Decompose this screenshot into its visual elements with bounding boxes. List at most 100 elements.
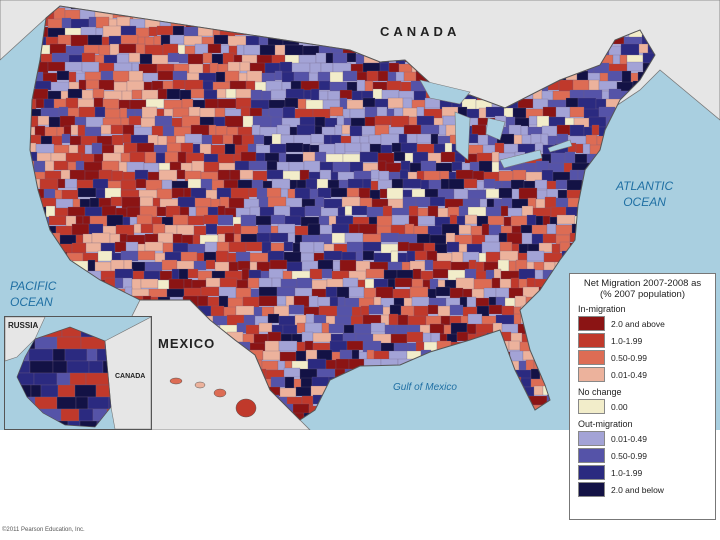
county-cell bbox=[346, 187, 360, 198]
legend-heading: In-migration bbox=[578, 304, 626, 314]
county-cell bbox=[443, 324, 452, 336]
county-cell bbox=[664, 82, 674, 92]
county-cell bbox=[143, 81, 153, 92]
county-cell bbox=[287, 188, 296, 200]
county-cell bbox=[403, 71, 417, 82]
county-cell bbox=[400, 81, 412, 93]
county-cell bbox=[172, 233, 183, 244]
county-cell bbox=[534, 179, 548, 190]
county-cell bbox=[657, 225, 670, 237]
county-cell bbox=[214, 261, 230, 273]
county-cell bbox=[313, 314, 327, 325]
county-cell bbox=[270, 214, 286, 225]
county-cell bbox=[386, 187, 404, 201]
legend-swatch bbox=[578, 350, 605, 365]
county-cell bbox=[498, 170, 514, 182]
county-cell bbox=[546, 188, 559, 199]
county-cell bbox=[318, 305, 338, 317]
county-cell bbox=[346, 395, 356, 406]
county-cell bbox=[645, 216, 655, 227]
county-cell bbox=[403, 297, 413, 308]
county-cell bbox=[176, 224, 195, 236]
county-cell bbox=[323, 250, 343, 261]
county-cell bbox=[307, 223, 321, 237]
county-cell bbox=[620, 43, 640, 56]
alaska-cell bbox=[60, 408, 80, 422]
county-cell bbox=[429, 359, 449, 373]
county-cell bbox=[282, 324, 298, 335]
county-cell bbox=[438, 422, 449, 430]
county-cell bbox=[217, 214, 234, 226]
county-cell bbox=[659, 154, 669, 163]
county-cell bbox=[351, 306, 362, 318]
county-cell bbox=[224, 232, 235, 244]
county-cell bbox=[232, 134, 243, 146]
county-cell bbox=[626, 151, 640, 163]
county-cell bbox=[378, 170, 390, 182]
county-cell bbox=[166, 88, 181, 100]
county-cell bbox=[512, 107, 527, 119]
county-cell bbox=[542, 424, 553, 430]
county-cell bbox=[362, 97, 376, 108]
county-cell bbox=[194, 197, 212, 208]
county-cell bbox=[341, 196, 361, 208]
county-cell bbox=[387, 97, 404, 109]
county-cell bbox=[542, 233, 557, 244]
county-cell bbox=[631, 106, 650, 118]
county-cell bbox=[178, 268, 189, 281]
county-cell bbox=[314, 125, 323, 136]
county-cell bbox=[279, 387, 297, 398]
county-cell bbox=[303, 412, 323, 420]
county-cell bbox=[500, 205, 509, 217]
county-cell bbox=[70, 124, 79, 136]
county-cell bbox=[102, 25, 122, 38]
map-legend: Net Migration 2007-2008 as (% 2007 popul… bbox=[569, 273, 716, 520]
county-cell bbox=[395, 403, 413, 417]
legend-heading: No change bbox=[578, 387, 622, 397]
county-cell bbox=[157, 232, 174, 244]
county-cell bbox=[389, 304, 402, 316]
county-cell bbox=[598, 80, 618, 91]
county-cell bbox=[483, 178, 496, 189]
county-cell bbox=[662, 118, 680, 129]
county-cell bbox=[109, 233, 121, 244]
county-cell bbox=[375, 403, 386, 416]
county-cell bbox=[144, 261, 163, 272]
county-cell bbox=[180, 142, 194, 154]
county-cell bbox=[249, 252, 269, 263]
county-cell bbox=[48, 215, 67, 226]
legend-label: 1.0-1.99 bbox=[611, 335, 643, 346]
county-cell bbox=[383, 368, 392, 382]
county-cell bbox=[30, 214, 36, 228]
county-cell bbox=[317, 71, 331, 82]
county-cell bbox=[593, 242, 613, 254]
alaska-cell bbox=[74, 384, 97, 398]
county-cell bbox=[336, 404, 348, 418]
county-cell bbox=[608, 161, 628, 172]
county-cell bbox=[352, 377, 370, 388]
county-cell bbox=[360, 142, 371, 153]
county-cell bbox=[397, 314, 409, 326]
county-cell bbox=[360, 305, 370, 317]
county-cell bbox=[516, 404, 533, 418]
county-cell bbox=[348, 286, 365, 298]
county-cell bbox=[541, 295, 560, 308]
county-cell bbox=[61, 133, 71, 144]
county-cell bbox=[354, 395, 366, 408]
county-cell bbox=[304, 205, 322, 217]
county-cell bbox=[486, 332, 495, 345]
legend-label: 0.01-0.49 bbox=[611, 369, 647, 380]
county-cell bbox=[416, 422, 426, 430]
county-cell bbox=[107, 288, 126, 300]
county-cell bbox=[235, 88, 252, 99]
county-cell bbox=[139, 53, 153, 65]
county-cell bbox=[344, 205, 353, 216]
county-cell bbox=[462, 288, 473, 299]
county-cell bbox=[520, 313, 539, 324]
county-cell bbox=[255, 215, 272, 226]
county-cell bbox=[326, 387, 338, 399]
county-cell bbox=[581, 180, 590, 191]
county-cell bbox=[591, 197, 602, 209]
county-cell bbox=[439, 349, 456, 361]
county-cell bbox=[547, 323, 557, 336]
